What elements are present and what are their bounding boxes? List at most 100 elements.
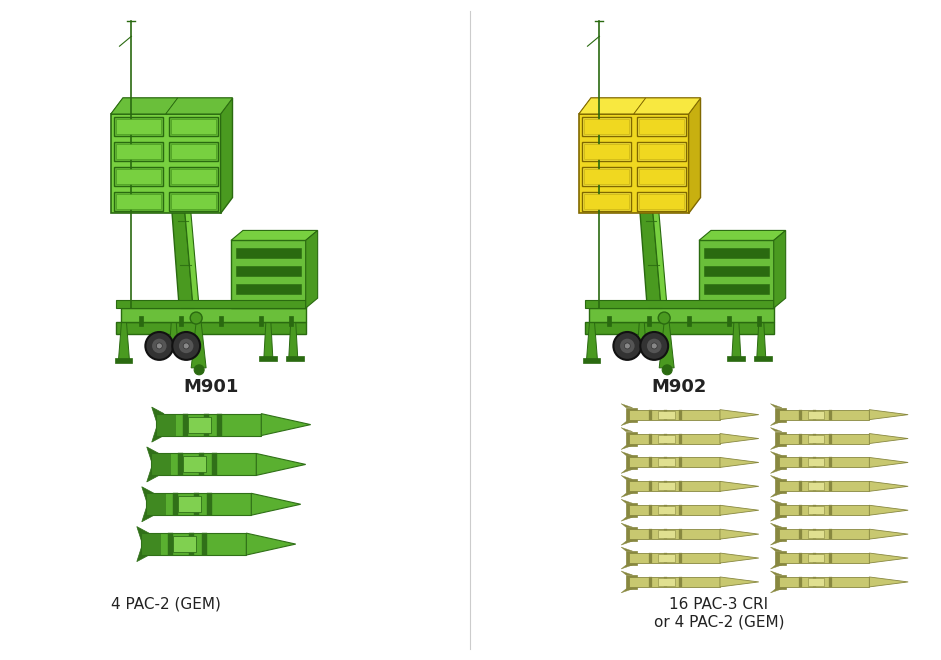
Polygon shape [621,475,632,479]
Bar [679,434,682,444]
Bar [179,316,183,326]
Bar [775,408,787,422]
Bar [626,432,637,446]
Polygon shape [168,169,191,298]
Bar [828,481,832,491]
Bar [147,493,166,515]
Polygon shape [621,541,632,545]
Polygon shape [869,506,908,515]
Polygon shape [771,523,782,527]
Bar [584,193,629,209]
Bar [178,496,201,512]
Bar [807,411,824,418]
Polygon shape [191,322,206,368]
Polygon shape [247,533,295,555]
Bar [630,529,720,539]
Bar [116,119,161,134]
Polygon shape [621,404,632,408]
Bar [584,300,774,308]
Polygon shape [262,414,311,436]
Bar [799,457,802,467]
Circle shape [183,343,189,349]
Bar [114,117,163,136]
Bar [813,434,816,444]
Bar [589,308,774,322]
Polygon shape [720,457,758,467]
Bar [679,481,682,491]
Polygon shape [757,322,766,358]
Bar [639,193,683,209]
Text: 16 PAC-3 CRI
or 4 PAC-2 (GEM): 16 PAC-3 CRI or 4 PAC-2 (GEM) [654,597,784,629]
Polygon shape [636,169,660,298]
Polygon shape [771,475,782,479]
Polygon shape [117,322,306,334]
Bar [183,457,206,473]
Polygon shape [621,589,632,593]
Polygon shape [584,322,774,334]
Bar [659,482,675,490]
Bar [639,119,683,134]
Polygon shape [147,447,159,461]
Bar [630,410,720,420]
Bar [679,553,682,563]
Bar [582,142,630,161]
Bar [584,144,629,158]
Bar [116,144,161,158]
Bar [630,553,720,563]
Bar [799,529,802,539]
Polygon shape [111,114,220,213]
Bar [659,530,675,538]
Circle shape [145,332,173,360]
Text: M901: M901 [183,378,239,396]
Bar [659,459,675,467]
Bar [236,248,301,258]
Bar [828,553,832,563]
Bar [626,408,637,422]
Polygon shape [720,410,758,420]
Polygon shape [633,124,662,308]
Bar [139,316,143,326]
Polygon shape [306,230,318,308]
Bar [659,434,675,442]
Bar [114,167,163,185]
Polygon shape [166,124,193,308]
Bar [828,410,832,420]
Bar [828,529,832,539]
Text: M902: M902 [651,378,707,396]
Bar [813,577,816,587]
Bar [626,504,637,517]
Polygon shape [869,434,908,444]
Bar [121,308,306,322]
Bar [582,191,630,211]
Bar [813,506,816,515]
Bar [704,248,769,258]
Circle shape [614,332,641,360]
Bar [663,553,667,563]
Bar [168,191,217,211]
Polygon shape [256,453,306,475]
Bar [608,316,612,326]
Bar [626,455,637,469]
Bar [183,414,187,436]
Bar [626,551,637,565]
Bar [630,434,720,444]
Bar [779,529,869,539]
Bar [630,457,720,467]
Polygon shape [660,322,674,368]
Polygon shape [621,493,632,497]
Circle shape [640,332,668,360]
Polygon shape [289,322,297,358]
Polygon shape [579,98,646,114]
Polygon shape [231,230,318,240]
Bar [813,457,816,467]
Polygon shape [621,523,632,527]
Polygon shape [263,322,273,358]
Bar [637,142,686,161]
Bar [828,506,832,515]
Bar [259,316,263,326]
Bar [649,410,652,420]
Bar [584,169,629,183]
Circle shape [156,343,162,349]
Bar [775,527,787,541]
Polygon shape [732,322,741,358]
